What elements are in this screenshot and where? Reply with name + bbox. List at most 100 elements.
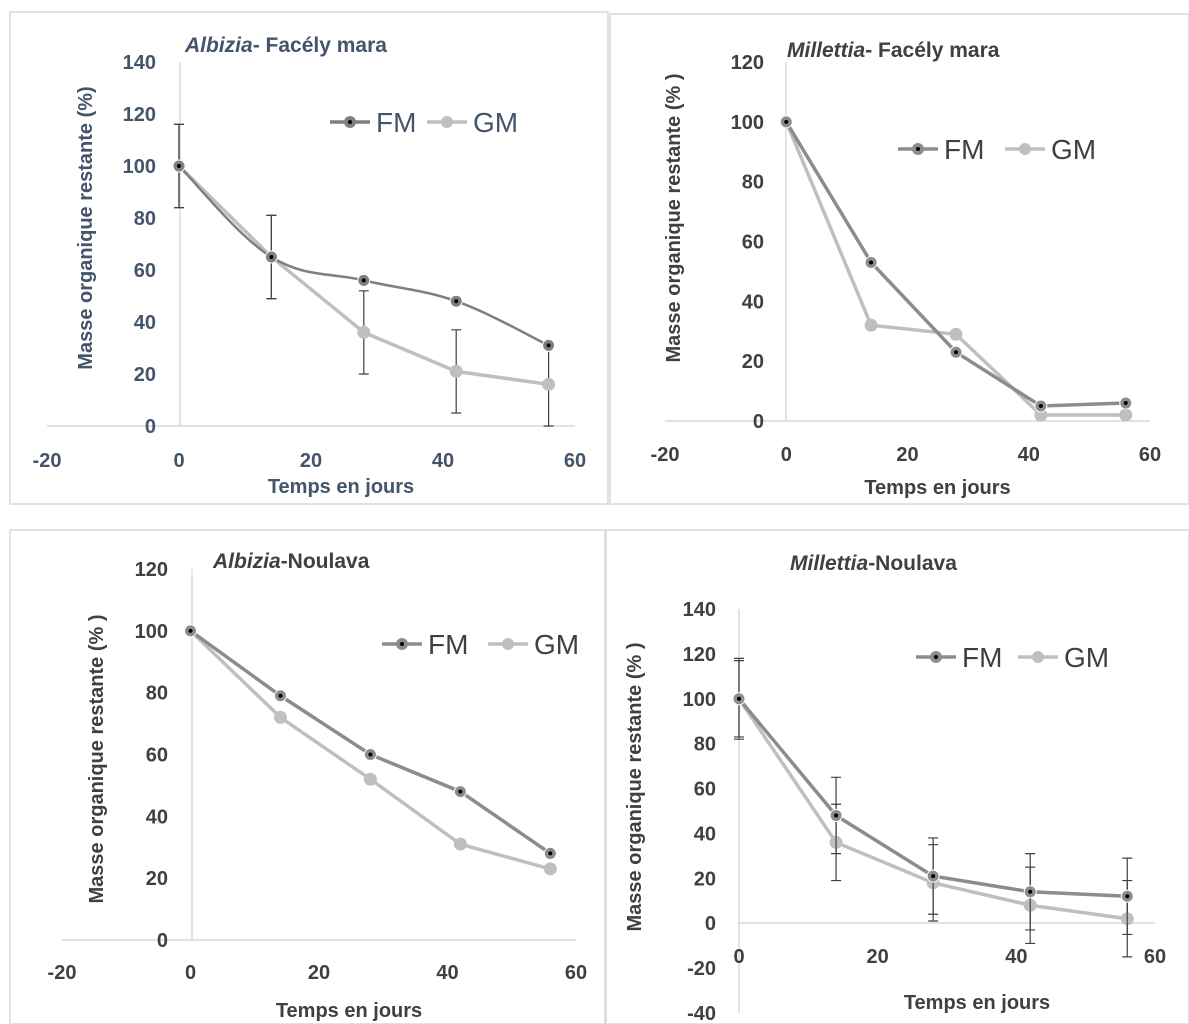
chart-panel: -20 0 20 40 60 0 20 40 60 80 100 120 Albizia-Noulava… xyxy=(9,529,606,1024)
data-point-center xyxy=(1123,401,1128,406)
legend-swatch-center xyxy=(916,147,920,151)
chart-panel: 0 20 40 60 -40 -20 0 20 40 60 80 100 120 140 Millettia… xyxy=(605,529,1189,1024)
chart-panel: -20 0 20 40 60 0 20 40 60 80 100 120 Millettia- Facé… xyxy=(609,13,1189,505)
y-tick-label: 40 xyxy=(134,312,156,334)
x-tick-label: -20 xyxy=(48,962,77,984)
y-tick-label: 80 xyxy=(146,683,168,705)
data-point-gm xyxy=(1034,408,1048,422)
y-tick-label: 20 xyxy=(742,351,764,373)
data-point-gm xyxy=(543,862,557,876)
chart-title-site: - Facély mara xyxy=(865,39,1000,62)
data-point-gm xyxy=(864,318,878,332)
data-point-gm xyxy=(1119,408,1133,422)
y-tick-label: 20 xyxy=(146,868,168,890)
data-point-center xyxy=(368,752,373,757)
y-axis-label: Masse organique restante (% ) xyxy=(624,643,646,932)
y-axis-label: Masse organique restante (%) xyxy=(75,86,97,369)
data-point-gm xyxy=(453,837,467,851)
x-tick-label: 60 xyxy=(564,450,586,472)
y-axis-label: Masse organique restante (% ) xyxy=(663,74,685,363)
data-point-center xyxy=(548,851,553,856)
legend-swatch-marker xyxy=(1019,143,1031,155)
legend-swatch-center xyxy=(348,120,352,124)
y-tick-label: 100 xyxy=(683,689,716,711)
x-tick-label: 20 xyxy=(896,444,918,466)
data-point-center xyxy=(869,260,874,265)
data-point-center xyxy=(834,813,839,818)
data-point-center xyxy=(1125,894,1130,899)
data-point-center xyxy=(784,119,789,124)
x-tick-label: 40 xyxy=(1005,946,1027,968)
data-point-center xyxy=(1028,889,1033,894)
y-tick-label: 60 xyxy=(742,232,764,254)
data-point-gm xyxy=(449,364,463,378)
x-tick-label: 0 xyxy=(185,962,196,984)
y-tick-label: 120 xyxy=(123,104,156,126)
x-axis-label: Temps en jours xyxy=(904,992,1050,1014)
legend-swatch-marker xyxy=(441,116,453,128)
y-tick-label: 40 xyxy=(742,291,764,313)
y-tick-label: 140 xyxy=(123,52,156,74)
x-tick-label: 0 xyxy=(173,450,184,472)
legend-label: FM xyxy=(376,107,416,138)
x-tick-label: 40 xyxy=(1018,444,1040,466)
data-point-gm xyxy=(357,325,371,339)
y-tick-label: 80 xyxy=(694,734,716,756)
y-tick-label: 40 xyxy=(146,806,168,828)
chart-title-genus: Millettia xyxy=(790,552,868,575)
legend-label: FM xyxy=(944,134,984,165)
x-tick-label: 40 xyxy=(432,450,454,472)
panel-frame xyxy=(605,529,1189,1024)
chart-panel: -20 0 20 40 60 0 20 40 60 80 100 120 140 Albizia- Fac… xyxy=(9,11,609,505)
chart-title: Albizia- Facély mara xyxy=(184,34,387,57)
chart-title-genus: Albizia xyxy=(212,550,281,573)
x-tick-label: 0 xyxy=(781,444,792,466)
data-point-center xyxy=(737,696,741,701)
panel-frame xyxy=(9,529,606,1024)
chart-title-genus: Millettia xyxy=(787,39,865,62)
legend-label: GM xyxy=(534,629,579,660)
chart-title-genus: Albizia xyxy=(184,34,253,57)
x-tick-label: 60 xyxy=(1139,444,1161,466)
data-point-gm xyxy=(273,710,287,724)
y-tick-label: 20 xyxy=(694,868,716,890)
x-tick-label: 20 xyxy=(300,450,322,472)
legend-label: GM xyxy=(473,107,518,138)
legend-swatch-marker xyxy=(502,638,514,650)
y-tick-label: 20 xyxy=(134,364,156,386)
data-point-gm xyxy=(363,772,377,786)
legend-label: GM xyxy=(1064,642,1109,673)
y-tick-label: 0 xyxy=(145,416,156,438)
y-axis-label: Masse organique restante (% ) xyxy=(86,615,108,904)
chart-title-site: - Facély mara xyxy=(253,34,388,57)
y-tick-label: 120 xyxy=(135,559,168,581)
x-tick-label: 0 xyxy=(733,946,744,968)
chart-title-site: -Noulava xyxy=(868,552,957,575)
data-point-center xyxy=(458,789,463,794)
x-tick-label: -20 xyxy=(651,444,680,466)
legend-swatch-marker xyxy=(1032,651,1044,663)
chart-title: Millettia- Facély mara xyxy=(787,39,1000,62)
x-tick-label: 60 xyxy=(1144,946,1166,968)
panel-frame xyxy=(9,11,609,505)
y-tick-label: -20 xyxy=(687,958,716,980)
y-tick-label: 0 xyxy=(705,913,716,935)
y-tick-label: 140 xyxy=(683,599,716,621)
chart-title: Millettia-Noulava xyxy=(790,552,957,575)
y-tick-label: 100 xyxy=(135,621,168,643)
legend-label: FM xyxy=(428,629,468,660)
x-tick-label: 60 xyxy=(565,962,587,984)
chart-title-site: -Noulava xyxy=(281,550,370,573)
y-tick-label: 0 xyxy=(157,930,168,952)
data-point-center xyxy=(1038,404,1043,409)
x-tick-label: 20 xyxy=(867,946,889,968)
y-tick-label: 100 xyxy=(123,156,156,178)
x-axis-label: Temps en jours xyxy=(268,476,414,498)
data-point-center xyxy=(278,693,283,698)
x-tick-label: -20 xyxy=(33,450,62,472)
legend-swatch-center xyxy=(400,642,404,646)
data-point-center xyxy=(546,343,551,348)
data-point-center xyxy=(931,874,936,879)
data-point-gm xyxy=(949,327,963,341)
